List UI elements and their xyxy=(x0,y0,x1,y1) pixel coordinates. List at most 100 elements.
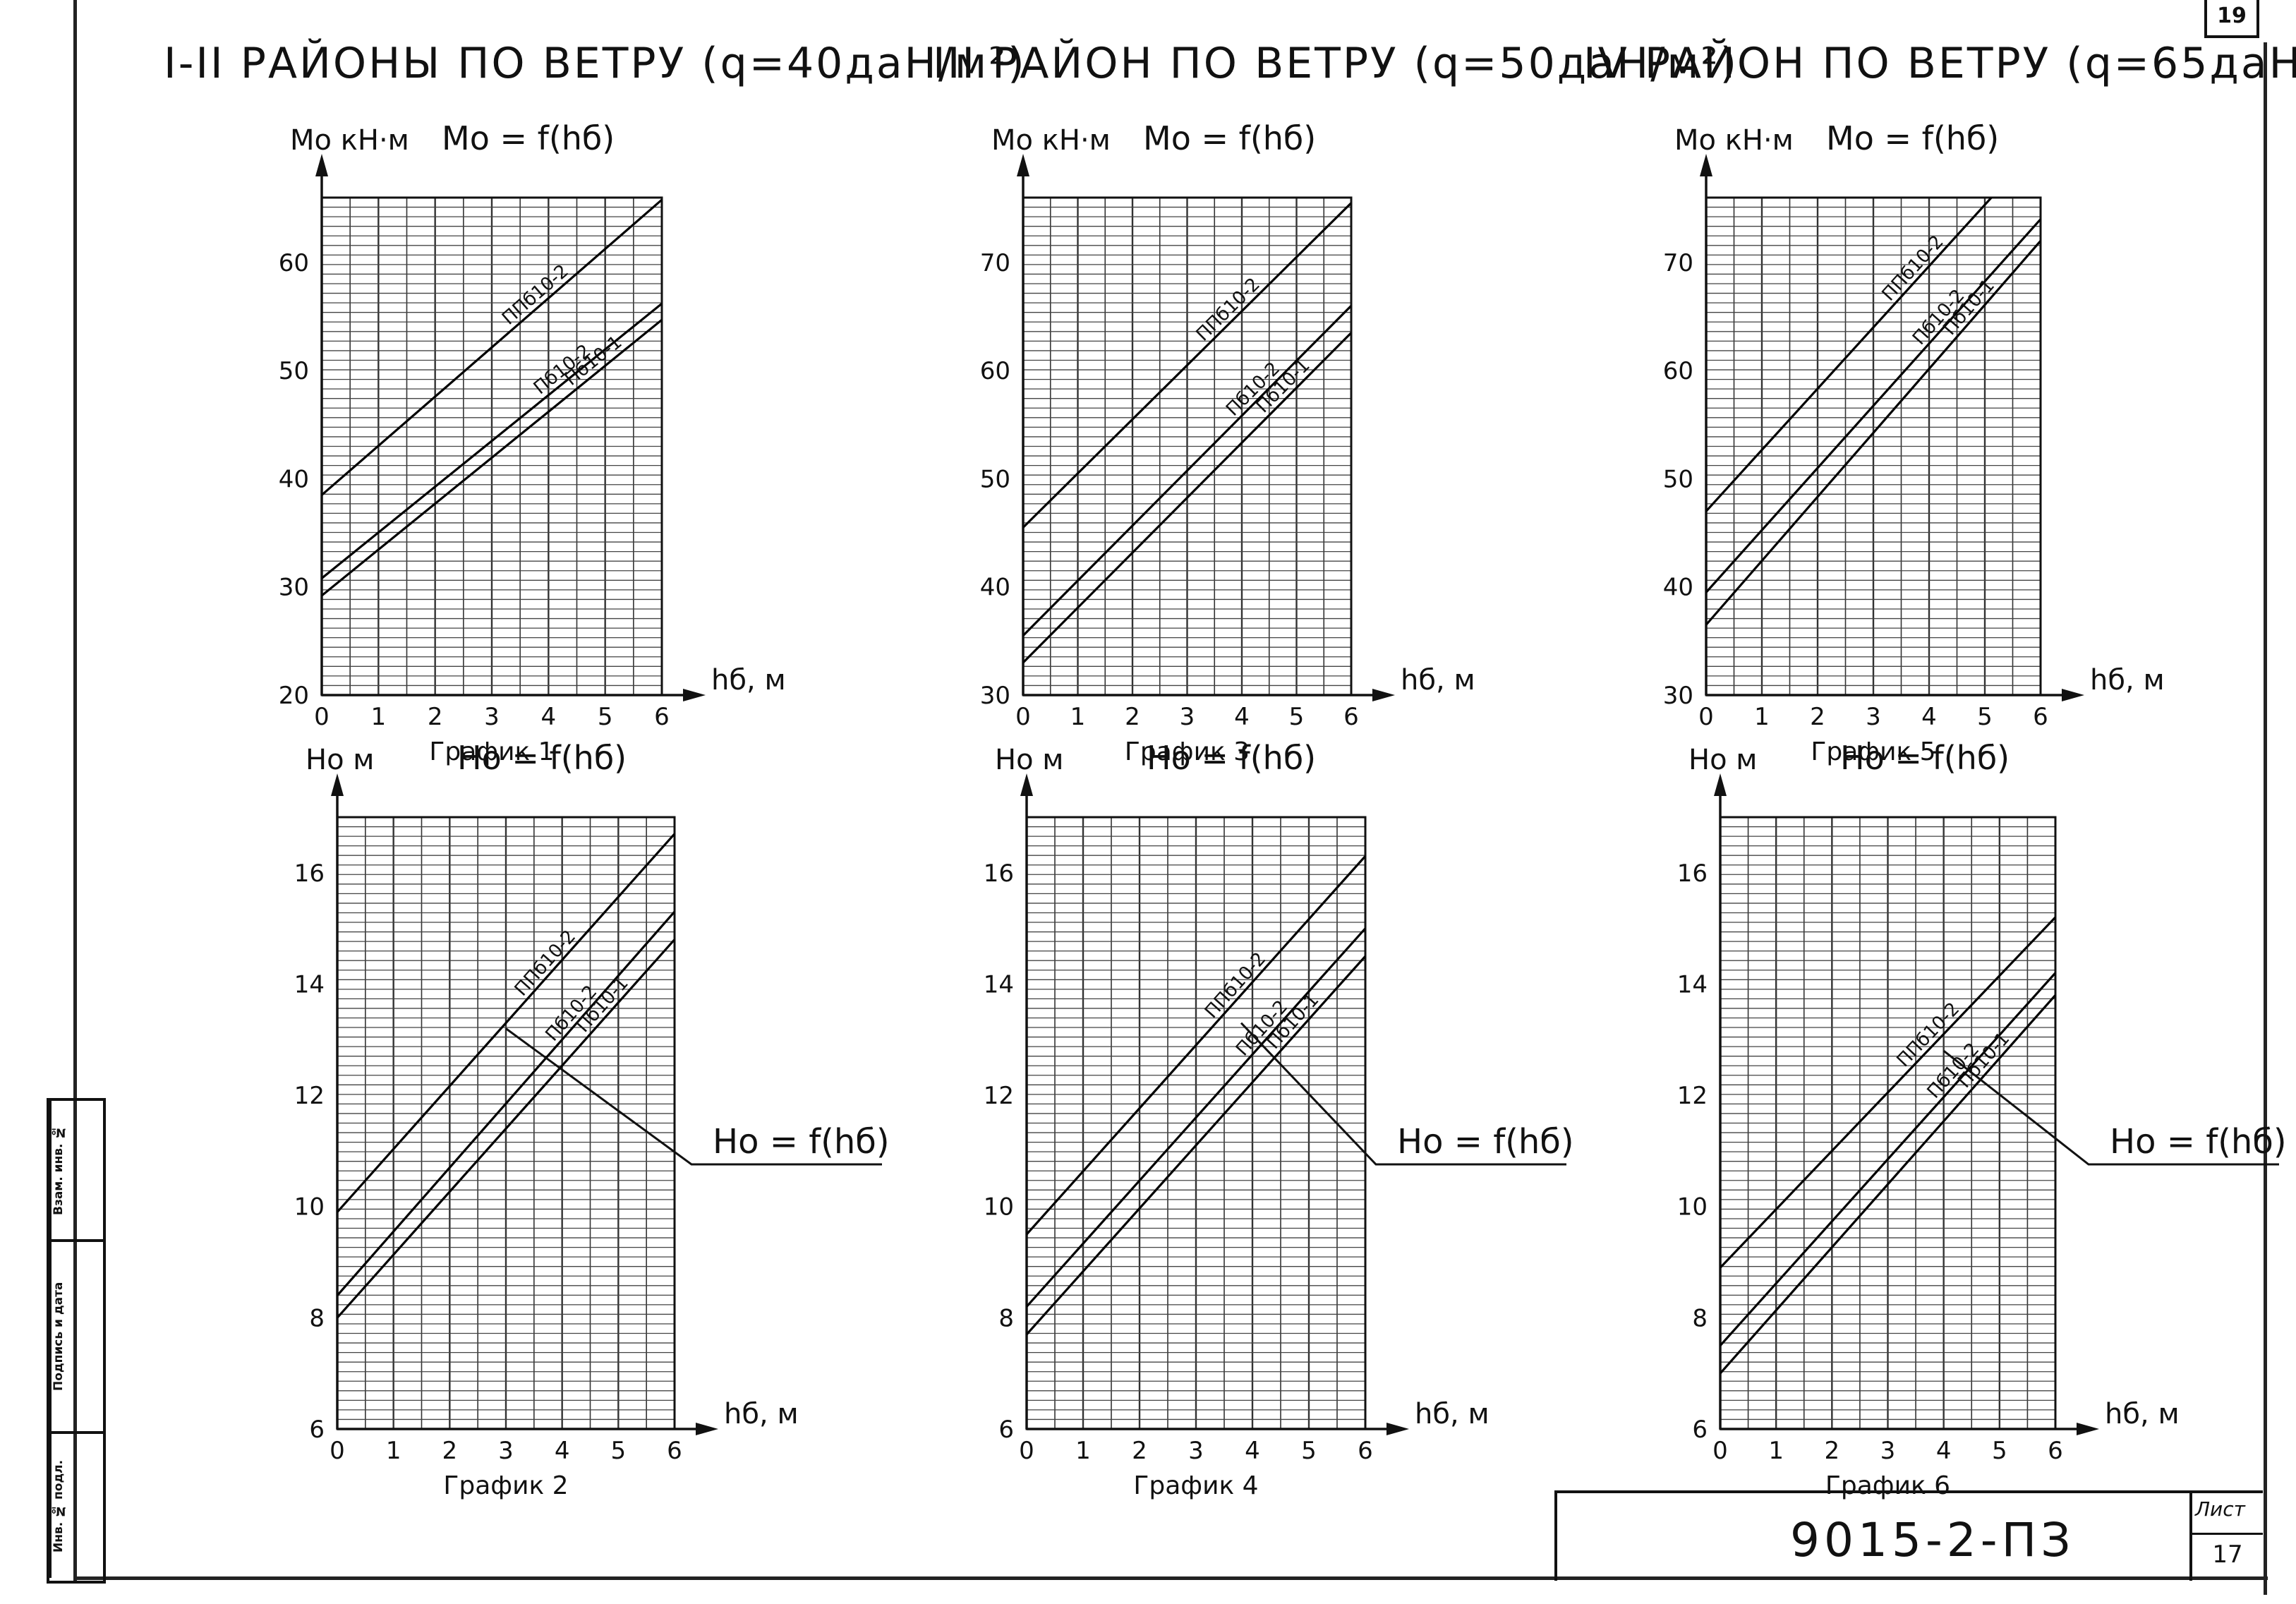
y-axis-arrow xyxy=(1020,773,1033,796)
y-tick-label: 16 xyxy=(294,860,325,888)
x-tick-label: 6 xyxy=(2048,1437,2063,1465)
y-tick-label: 40 xyxy=(1663,574,1693,602)
y-tick-label: 30 xyxy=(1663,682,1693,710)
y-tick-label: 12 xyxy=(1677,1082,1708,1110)
x-tick-label: 5 xyxy=(611,1437,627,1465)
y-axis-label: Ho м xyxy=(995,744,1063,776)
stamp-cell-signature: Подпись и дата xyxy=(49,1242,103,1434)
leader-formula: Ho = f(hб) xyxy=(2110,1122,2287,1162)
x-tick-label: 6 xyxy=(1343,703,1359,731)
x-tick-label: 4 xyxy=(1921,703,1937,731)
formula-label: Mo = f(hб) xyxy=(1143,119,1316,157)
y-tick-label: 14 xyxy=(294,970,325,999)
x-tick-label: 2 xyxy=(1132,1437,1147,1465)
x-tick-label: 2 xyxy=(1125,703,1140,731)
y-tick-label: 70 xyxy=(1663,249,1693,277)
y-axis-label: Ho м xyxy=(1688,744,1757,776)
x-axis-label: hб, м xyxy=(711,664,786,697)
sheet-number: 19 xyxy=(2204,0,2259,38)
x-tick-label: 3 xyxy=(1188,1437,1204,1465)
chart-title: График 5 xyxy=(1811,737,1935,766)
series-line xyxy=(1027,955,1365,1336)
x-axis-arrow xyxy=(2077,1423,2099,1435)
x-tick-label: 0 xyxy=(314,703,330,731)
series-line xyxy=(1027,927,1365,1308)
x-tick-label: 4 xyxy=(1936,1437,1952,1465)
leader-formula: Ho = f(hб) xyxy=(1397,1122,1574,1162)
x-tick-label: 2 xyxy=(1810,703,1825,731)
x-axis-arrow xyxy=(683,689,706,701)
y-axis-arrow xyxy=(1017,154,1029,176)
series-label: ППб10-2 xyxy=(498,260,573,329)
y-tick-label: 16 xyxy=(1677,860,1708,888)
series-line xyxy=(322,302,662,579)
series-line xyxy=(1706,240,2041,626)
y-tick-label: 10 xyxy=(1677,1193,1708,1222)
y-tick-label: 60 xyxy=(1663,357,1693,385)
title-region-1-2: I-II РАЙОНЫ ПО ВЕТРУ (q=40даН/м²) xyxy=(164,39,1027,88)
y-axis-arrow xyxy=(315,154,328,176)
y-tick-label: 6 xyxy=(309,1416,325,1444)
y-axis-arrow xyxy=(1714,773,1727,796)
formula-label: Ho = f(hб) xyxy=(1147,739,1316,777)
y-tick-label: 50 xyxy=(1663,465,1693,493)
title-block: 9015-2-ПЗ xyxy=(1554,1490,2192,1581)
x-tick-label: 1 xyxy=(1754,703,1770,731)
x-axis-arrow xyxy=(2062,689,2084,701)
series-line xyxy=(1023,305,1351,637)
y-axis-label: Ho м xyxy=(306,744,374,776)
x-tick-label: 0 xyxy=(1698,703,1714,731)
series-line xyxy=(322,198,662,496)
x-tick-label: 3 xyxy=(498,1437,514,1465)
right-frame-line xyxy=(2264,42,2267,1595)
formula-label: Mo = f(hб) xyxy=(442,119,615,157)
x-tick-label: 6 xyxy=(1358,1437,1373,1465)
y-axis-arrow xyxy=(331,773,344,796)
formula-label: Ho = f(hб) xyxy=(457,739,627,777)
chart-title: График 2 xyxy=(443,1471,568,1500)
y-tick-label: 40 xyxy=(980,574,1010,602)
document-code: 9015-2-ПЗ xyxy=(1790,1513,2075,1567)
x-tick-label: 4 xyxy=(555,1437,570,1465)
y-tick-label: 10 xyxy=(294,1193,325,1222)
series-line xyxy=(1027,855,1365,1236)
y-axis-arrow xyxy=(1700,154,1712,176)
y-tick-label: 6 xyxy=(998,1416,1014,1444)
series-label: ППб10-2 xyxy=(1878,231,1948,306)
y-tick-label: 50 xyxy=(279,357,309,385)
x-tick-label: 5 xyxy=(1992,1437,2007,1465)
x-tick-label: 4 xyxy=(541,703,557,731)
x-axis-label: hб, м xyxy=(724,1398,799,1430)
y-tick-label: 8 xyxy=(1692,1304,1708,1332)
x-tick-label: 1 xyxy=(1070,703,1086,731)
y-tick-label: 40 xyxy=(279,465,309,493)
x-tick-label: 0 xyxy=(330,1437,345,1465)
chart-title: График 4 xyxy=(1133,1471,1258,1500)
x-tick-label: 0 xyxy=(1015,703,1031,731)
x-axis-label: hб, м xyxy=(2090,664,2165,697)
chart-title: График 3 xyxy=(1125,737,1250,766)
y-axis-label: Mo кН·м xyxy=(290,124,409,157)
x-tick-label: 3 xyxy=(1180,703,1195,731)
x-tick-label: 5 xyxy=(1301,1437,1317,1465)
series-line xyxy=(337,939,675,1319)
x-tick-label: 6 xyxy=(2033,703,2048,731)
x-tick-label: 3 xyxy=(1866,703,1881,731)
series-line xyxy=(1023,332,1351,664)
x-tick-label: 5 xyxy=(598,703,613,731)
x-axis-label: hб, м xyxy=(1401,664,1475,697)
x-tick-label: 2 xyxy=(1825,1437,1840,1465)
sheet-page: 17 xyxy=(2192,1533,2263,1569)
y-tick-label: 60 xyxy=(980,357,1010,385)
x-tick-label: 3 xyxy=(1880,1437,1896,1465)
y-tick-label: 14 xyxy=(984,970,1014,999)
leader-line xyxy=(1942,1049,2279,1166)
sheet-box: Лист 17 xyxy=(2189,1490,2263,1581)
x-axis-arrow xyxy=(1372,689,1395,701)
x-tick-label: 3 xyxy=(484,703,500,731)
y-tick-label: 12 xyxy=(294,1082,325,1110)
y-tick-label: 60 xyxy=(279,249,309,277)
series-line xyxy=(1706,218,2041,593)
series-line xyxy=(1720,916,2055,1269)
